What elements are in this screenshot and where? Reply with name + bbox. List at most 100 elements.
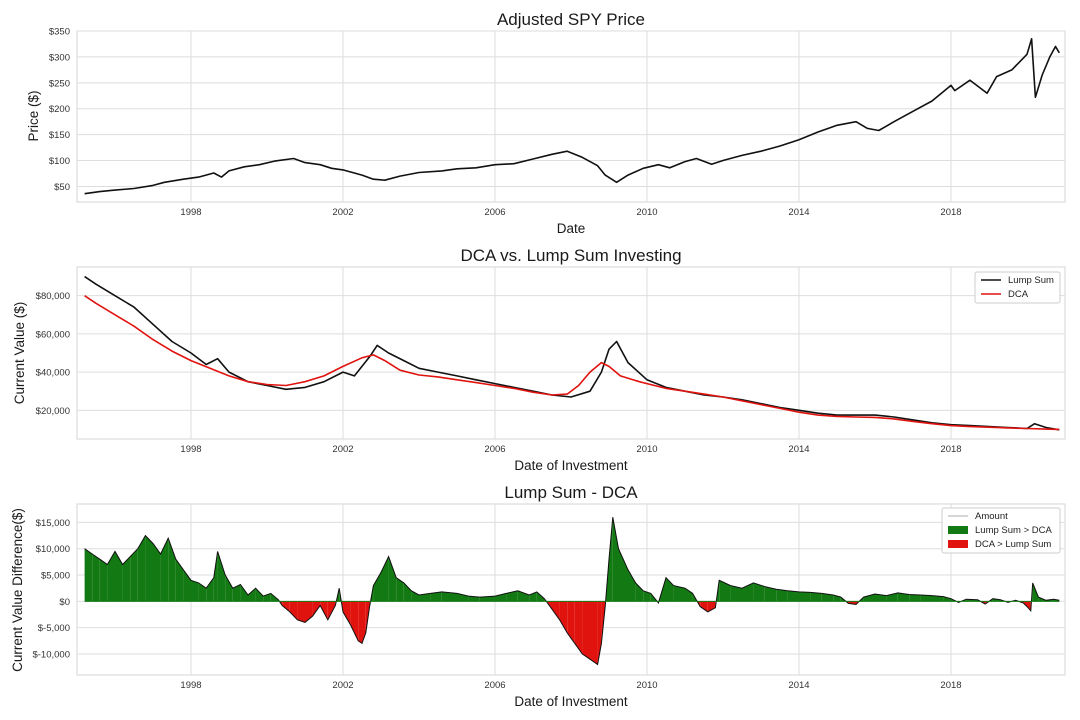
area-positive [730,585,742,602]
chart-title: Adjusted SPY Price [497,10,645,29]
y-tick-label: $15,000 [36,518,70,529]
area-positive [833,595,841,602]
area-negative [1027,601,1031,611]
area-positive [643,590,651,602]
series-group [84,38,1060,195]
panel-price: Adjusted SPY Price $50 $100 $150 $200 $250 $3… [26,10,1066,236]
area-positive [612,517,619,602]
legend-box [941,507,1061,554]
chart-title: Lump Sum - DCA [504,483,638,502]
area-positive [753,582,765,602]
area-positive [529,591,537,602]
area-positive [84,548,93,602]
x-tick-labels: 1998 2002 2006 2010 2014 2018 [180,444,961,455]
area-positive [810,592,822,602]
x-tick-label: 2006 [484,207,505,218]
area-positive [920,595,932,602]
y-tick-labels: $50 $100 $150 $200 $250 $300 $350 [49,27,70,193]
y-tick-label: $5,000 [41,571,70,582]
area-positive [107,551,115,602]
area-negative [362,601,366,644]
area-positive [130,548,138,602]
area-positive [719,580,731,602]
area-positive [232,584,241,602]
area-negative [343,601,351,626]
area-positive [137,535,146,602]
legend-label-lump-sum: Lump Sum [1008,275,1054,286]
area-positive [403,582,412,602]
area-positive [153,543,161,602]
y-tick-label: $300 [49,52,70,63]
area-positive [255,588,264,602]
area-positive [206,577,214,602]
x-tick-label: 2014 [788,680,809,691]
legend-label-amount: Amount [975,511,1008,522]
area-positive [198,582,207,602]
x-tick-label: 1998 [180,207,201,218]
y-tick-label: $250 [49,78,70,89]
area-negative [567,601,575,644]
y-tick-labels: $-10,000 $-5,000 $0 $5,000 $10,000 $15,000 [32,518,70,661]
area-positive [787,590,799,602]
x-tick-label: 2018 [940,207,961,218]
area-positive [943,596,951,602]
area-positive [373,572,381,602]
area-negative [574,601,583,654]
x-tick-label: 1998 [180,444,201,455]
area-negative [282,601,290,612]
area-positive [799,591,811,602]
area-positive [381,556,389,602]
x-tick-label: 2014 [788,207,809,218]
area-positive [388,556,397,602]
grid [77,30,1065,202]
area-positive [932,595,944,602]
area-negative [327,601,336,620]
x-tick-label: 2002 [332,444,353,455]
area-positive [248,588,256,602]
area-positive [909,594,921,602]
legend-swatch-negative [948,540,968,548]
area-positive [160,538,169,602]
area-negative [552,601,560,620]
y-tick-label: $350 [49,27,70,38]
area-positive [430,591,442,602]
area-positive [517,590,530,602]
panel-dca-vs-lump: DCA vs. Lump Sum Investing $20,000 $40,00… [12,246,1066,473]
area-positive [673,585,685,602]
area-positive [411,590,419,602]
x-tick-label: 2018 [940,444,961,455]
area-negative [350,601,359,641]
area-positive [213,551,218,602]
y-tick-label: $20,000 [36,406,70,417]
y-tick-label: $0 [59,597,70,608]
legend-label-positive: Lump Sum > DCA [975,525,1052,536]
y-tick-label: $80,000 [36,291,70,302]
x-tick-label: 2006 [484,680,505,691]
area-positive [506,590,518,602]
y-tick-label: $-5,000 [38,623,70,634]
area-negative [358,601,362,644]
area-positive [115,551,123,602]
x-tick-labels: 1998 2002 2006 2010 2014 2018 [180,680,961,691]
y-axis-label: Current Value ($) [12,302,27,405]
area-positive [635,582,644,602]
area-negative [582,601,590,660]
area-positive [191,580,199,602]
area-positive [217,551,226,602]
y-tick-label: $-10,000 [32,649,70,660]
legend: Lump Sum DCA [974,271,1061,304]
area-negative [312,601,321,617]
area-negative [590,601,598,665]
y-tick-label: $40,000 [36,368,70,379]
series-line-lump-sum [84,275,1060,431]
legend-label-negative: DCA > Lump Sum [975,539,1051,550]
x-tick-label: 2006 [484,444,505,455]
chart-title: DCA vs. Lump Sum Investing [460,246,681,265]
area-negative [707,601,716,612]
area-positive [183,569,191,602]
area-positive [685,588,693,602]
area-positive [92,553,100,602]
x-tick-label: 2018 [940,680,961,691]
area-positive [145,535,153,602]
